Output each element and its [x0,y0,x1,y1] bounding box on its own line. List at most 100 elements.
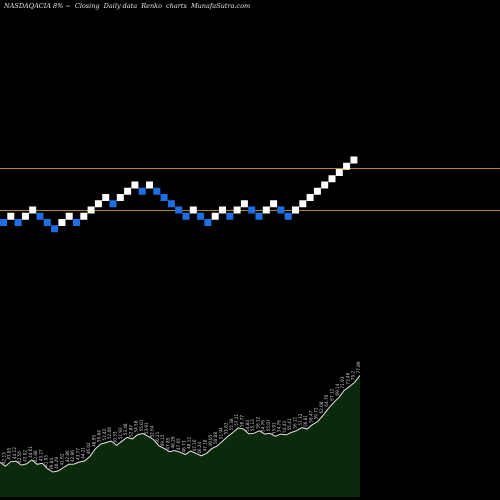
up-brick [65,212,73,220]
value-label: 41.62 [60,453,65,465]
up-brick [343,162,351,170]
up-brick [124,187,132,195]
value-label: 55.13 [250,419,255,431]
down-brick [182,212,190,220]
value-label: 48.29 [171,436,176,448]
up-brick [146,181,153,189]
value-label: 67.12 [330,388,335,400]
value-label: 41.05 [44,455,49,467]
down-brick [73,219,80,226]
down-brick [36,212,44,220]
up-brick [102,194,110,201]
value-label: 49.15 [160,434,165,446]
value-label: 53.91 [271,422,276,434]
type-label: Renko [141,2,163,10]
value-label: 55.01 [139,419,144,431]
up-brick [335,169,343,176]
value-label: 56.81 [303,415,308,427]
value-label: 39.84 [49,458,54,470]
value-label: 48.95 [91,435,96,447]
value-label: 53.82 [224,422,229,434]
up-brick [116,194,124,201]
up-brick [80,212,88,220]
up-brick [262,206,270,214]
down-brick [43,219,51,226]
down-brick [167,200,175,208]
up-brick [211,212,219,220]
value-label: 52.64 [150,425,155,437]
value-label: 56.11 [293,416,298,428]
value-label: 71.93 [340,376,345,388]
value-label: 54.58 [134,420,139,432]
value-label: 56.12 [255,416,260,428]
value-label: 55.38 [229,418,234,430]
value-label: 73.46 [345,372,350,384]
renko-bricks [0,156,358,233]
symbol-label: NASDAQACIA [4,2,51,10]
kind-label: charts [166,2,187,10]
value-label: 55.41 [287,418,292,430]
down-brick [226,212,234,220]
down-brick [277,206,285,214]
value-label: 40.29 [54,457,59,469]
up-brick [189,206,197,214]
down-brick [160,194,168,201]
value-label: 42.96 [70,450,75,462]
up-brick [350,156,358,164]
up-brick [87,206,95,214]
value-label: 55.07 [266,419,271,431]
value-label: 62.08 [319,401,324,413]
value-label: 57.21 [234,414,239,426]
up-brick [233,206,241,214]
value-label: 53.48 [123,423,128,435]
value-label: 54.76 [261,420,266,432]
value-label: 44.61 [28,446,33,458]
value-label: 58.47 [308,410,313,422]
value-label: 59.72 [314,407,319,419]
value-label: 51.42 [102,428,107,440]
down-brick [175,206,183,214]
up-brick [240,200,248,208]
value-label: 42.56 [17,451,22,463]
value-label: 43.27 [38,449,43,461]
value-label: 50.08 [213,432,218,444]
up-brick [306,194,314,201]
up-brick [94,200,102,208]
mode-label: Closing [74,2,100,10]
value-label: 44.21 [81,447,86,459]
down-brick [14,219,22,226]
value-label: 43.02 [23,450,28,462]
up-brick [219,206,226,214]
up-brick [29,206,37,214]
value-label: 54.43 [282,421,287,433]
down-brick [284,212,292,220]
price-area-fill [0,375,360,497]
up-brick [131,181,139,189]
value-label: 47.85 [165,437,170,449]
value-label: 46.73 [181,440,186,452]
value-label: 42.13 [1,452,6,464]
up-brick [321,181,329,189]
value-label: 47.65 [176,438,181,450]
up-brick [58,219,66,226]
support-resistance-lines [0,168,500,211]
change-label: 8% [53,2,64,10]
down-brick [204,219,212,226]
value-label: 53.91 [144,422,149,434]
value-label: 57.32 [298,413,303,425]
up-brick [292,206,299,214]
up-brick [21,212,29,220]
value-label: 51.94 [218,427,223,439]
value-label: 51.92 [118,427,123,439]
value-label: 43.74 [0,448,1,460]
value-label: 50.21 [155,431,160,443]
value-label: 77.89 [356,361,361,373]
down-brick [0,219,7,226]
value-label: 46.24 [197,441,202,453]
down-brick [51,225,59,233]
up-brick [7,212,15,220]
down-brick [109,200,117,208]
value-label: 75.2 [351,371,356,381]
value-label: 52.87 [128,425,133,437]
